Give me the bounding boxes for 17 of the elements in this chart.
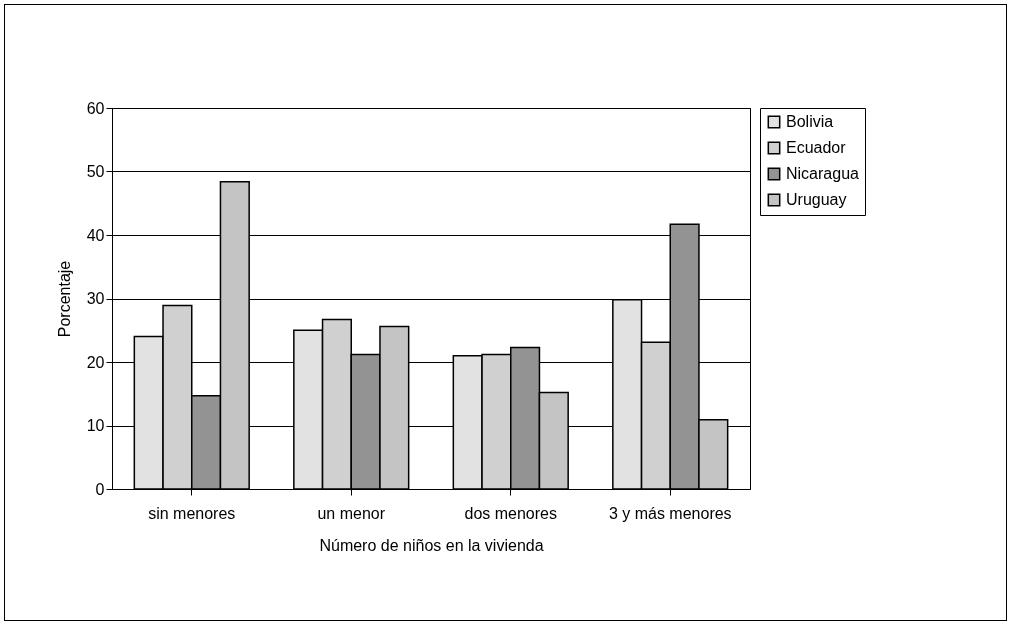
y-tick-label: 10	[86, 417, 105, 434]
legend-label: Uruguay	[786, 191, 847, 208]
y-tick-label: 30	[86, 290, 105, 307]
legend-label: Nicaragua	[786, 165, 860, 182]
x-tick-label: un menor	[317, 504, 386, 522]
y-tick-label: 20	[86, 353, 105, 371]
legend-label: Bolivia	[786, 113, 834, 130]
x-tick-label: 3 y más menores	[608, 504, 732, 522]
x-tick-label: sin menores	[148, 504, 236, 522]
legend-label: Ecuador	[786, 139, 847, 156]
y-tick-label: 40	[86, 226, 105, 244]
x-tick-label: dos menores	[464, 504, 557, 522]
y-tick-label: 50	[86, 163, 105, 180]
x-axis-title: Número de niños en la vivienda	[319, 536, 544, 554]
y-tick-label: 0	[95, 480, 105, 498]
y-tick-label: 60	[86, 99, 105, 117]
y-axis-title: Porcentaje	[55, 260, 73, 338]
